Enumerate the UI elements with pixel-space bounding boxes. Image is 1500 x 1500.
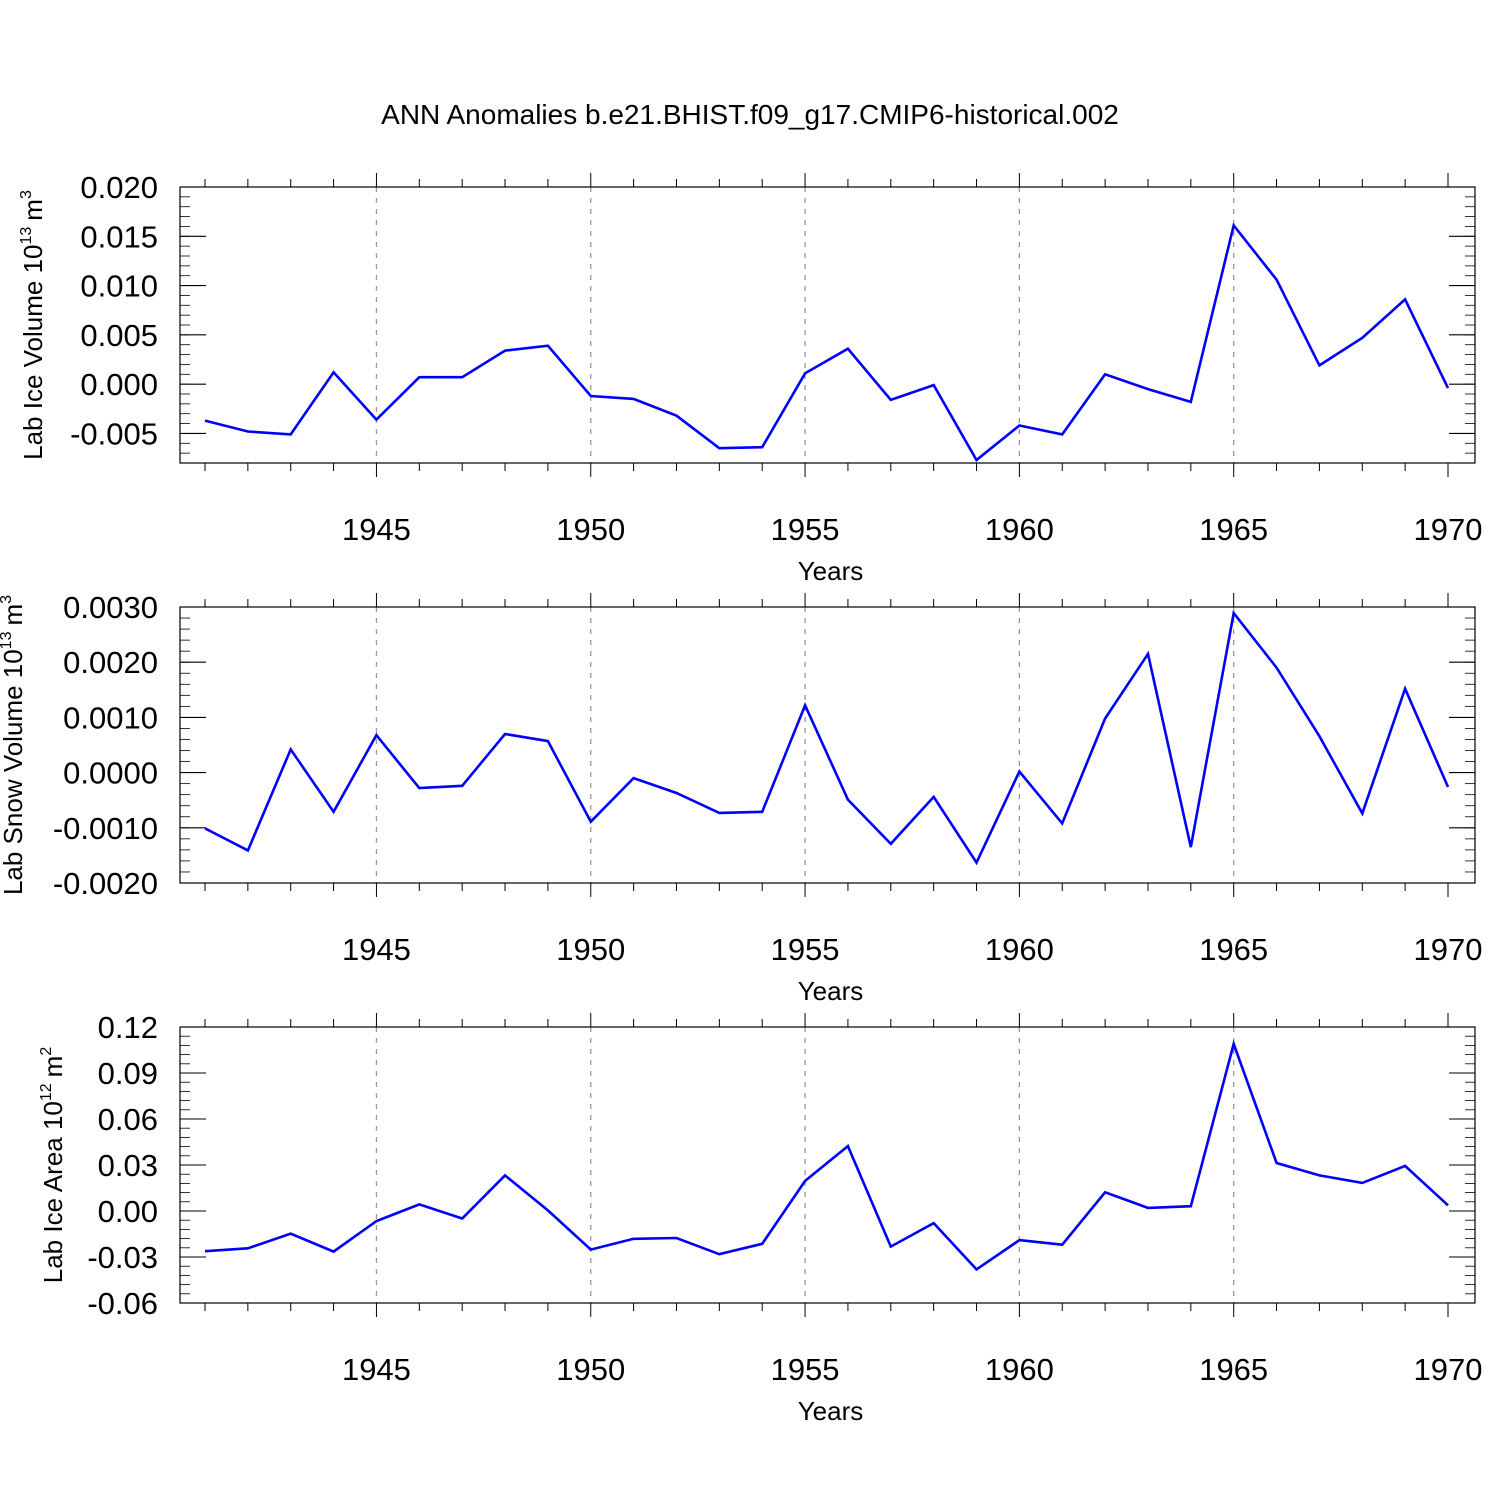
x-tick-label: 1965 — [1199, 1352, 1268, 1387]
x-tick-label: 1970 — [1414, 1352, 1483, 1387]
y-tick-label: 0.010 — [80, 269, 158, 304]
x-tick-label: 1965 — [1199, 512, 1268, 547]
plot-frame — [179, 186, 1476, 464]
x-tick-label: 1950 — [556, 1352, 625, 1387]
y-tick-label: -0.06 — [87, 1286, 158, 1321]
y-axis-label: Lab Ice Volume 1013 m3 — [18, 190, 48, 460]
x-tick-label: 1950 — [556, 512, 625, 547]
x-axis-label: Years — [798, 976, 864, 1006]
y-tick-label: 0.0020 — [63, 645, 158, 680]
x-tick-label: 1945 — [342, 932, 411, 967]
x-tick-label: 1965 — [1199, 932, 1268, 967]
x-tick-label: 1960 — [985, 1352, 1054, 1387]
y-tick-label: 0.03 — [98, 1148, 158, 1183]
y-tick-label: 0.015 — [80, 219, 158, 254]
y-tick-label: 0.000 — [80, 367, 158, 402]
x-tick-label: 1970 — [1414, 932, 1483, 967]
y-tick-label: 0.020 — [80, 170, 158, 205]
y-axis-label-exponent: 12 — [38, 1083, 55, 1101]
chart-panel-3: -0.06 -0.03 0.00 0.03 0.06 0.09 0.12 1945 1950 19… — [38, 1010, 1482, 1426]
y-axis-label-exponent: 13 — [18, 227, 35, 245]
y-axis-label-unit: m — [0, 604, 28, 626]
y-axis-label-unit: m — [38, 1056, 68, 1078]
y-axis-label-unit-exponent: 2 — [38, 1047, 55, 1056]
y-tick-label: 0.00 — [98, 1194, 158, 1229]
x-axis-label: Years — [798, 1396, 864, 1426]
chart-panel-1: -0.005 0.000 0.005 0.010 0.015 0.020 1945 1950 1… — [18, 170, 1482, 586]
y-axis-label-text: Lab Ice Area 10 — [38, 1101, 68, 1283]
series-line — [204, 1039, 1449, 1272]
y-axis-label-unit: m — [18, 199, 48, 221]
y-axis-label-unit-exponent: 3 — [18, 190, 35, 199]
chart-title: ANN Anomalies b.e21.BHIST.f09_g17.CMIP6-… — [381, 99, 1119, 130]
y-tick-label: -0.0010 — [53, 811, 158, 846]
y-axis-label-unit-exponent: 3 — [0, 595, 15, 604]
y-tick-label: 0.0000 — [63, 756, 158, 791]
x-tick-label: 1950 — [556, 932, 625, 967]
x-tick-label: 1955 — [771, 932, 840, 967]
series-line — [204, 222, 1450, 462]
plot-frame — [179, 606, 1476, 884]
x-tick-label: 1955 — [771, 1352, 840, 1387]
y-axis-label: Lab Ice Area 1012 m2 — [38, 1047, 68, 1284]
y-tick-label: 0.005 — [80, 318, 158, 353]
y-tick-label: 0.0030 — [63, 590, 158, 625]
y-tick-label: 0.0010 — [63, 700, 158, 735]
y-tick-label: 0.09 — [98, 1056, 158, 1091]
series-line — [204, 610, 1450, 866]
x-tick-label: 1945 — [342, 1352, 411, 1387]
y-tick-label: 0.06 — [98, 1102, 158, 1137]
y-axis-label-exponent: 13 — [0, 631, 15, 649]
y-tick-label: -0.0020 — [53, 866, 158, 901]
x-tick-label: 1960 — [985, 932, 1054, 967]
x-tick-label: 1955 — [771, 512, 840, 547]
x-tick-label: 1960 — [985, 512, 1054, 547]
y-axis-label: Lab Snow Volume 1013 m3 — [0, 595, 28, 895]
y-tick-label: 0.12 — [98, 1010, 158, 1045]
y-axis-label-text: Lab Ice Volume 10 — [18, 244, 48, 459]
x-tick-label: 1970 — [1414, 512, 1483, 547]
chart-panel-2: -0.0020 -0.0010 0.0000 0.0010 0.0020 0.0030 19… — [0, 590, 1482, 1006]
y-axis-label-text: Lab Snow Volume 10 — [0, 649, 28, 895]
y-tick-label: -0.03 — [87, 1240, 158, 1275]
x-tick-label: 1945 — [342, 512, 411, 547]
y-tick-label: -0.005 — [70, 416, 158, 451]
x-axis-label: Years — [798, 556, 864, 586]
